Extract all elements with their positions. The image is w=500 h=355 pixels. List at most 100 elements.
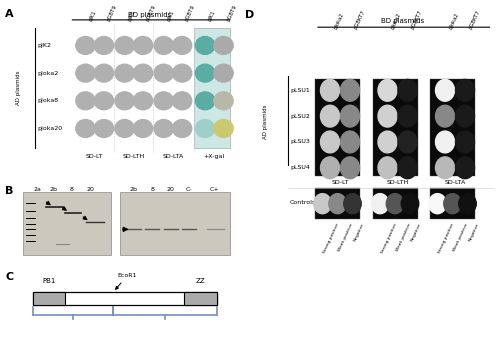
Circle shape [94, 64, 114, 82]
Text: SD-LTH: SD-LTH [122, 154, 145, 159]
Text: Weak positive: Weak positive [395, 222, 411, 252]
Text: pLSU2: pLSU2 [290, 114, 310, 119]
Circle shape [320, 157, 340, 179]
Text: pGBT9: pGBT9 [146, 4, 158, 22]
Circle shape [444, 193, 461, 214]
Text: pLSU4: pLSU4 [290, 165, 310, 170]
FancyBboxPatch shape [315, 188, 360, 219]
Circle shape [378, 131, 397, 153]
Circle shape [371, 193, 389, 214]
Text: Negative: Negative [352, 222, 364, 242]
Circle shape [340, 157, 359, 179]
Circle shape [154, 64, 174, 82]
Text: Strong positive: Strong positive [380, 222, 398, 254]
Circle shape [378, 157, 397, 179]
Circle shape [76, 92, 95, 110]
Circle shape [172, 92, 192, 110]
Text: pJoka2: pJoka2 [332, 12, 344, 30]
Circle shape [196, 37, 215, 54]
Text: pJK1: pJK1 [88, 9, 97, 22]
Circle shape [456, 157, 474, 179]
Text: 20: 20 [166, 187, 174, 192]
Circle shape [196, 64, 215, 82]
Text: pJoka2: pJoka2 [37, 71, 58, 76]
Circle shape [134, 92, 152, 110]
Text: pGBT9: pGBT9 [226, 4, 238, 22]
Circle shape [115, 37, 134, 54]
Text: pJK2: pJK2 [37, 43, 51, 48]
FancyBboxPatch shape [32, 292, 65, 305]
Text: pLSU3: pLSU3 [290, 140, 310, 144]
Circle shape [76, 37, 95, 54]
Circle shape [115, 64, 134, 82]
Text: 8: 8 [70, 187, 73, 192]
Circle shape [320, 105, 340, 127]
Text: 2b: 2b [50, 187, 58, 192]
Circle shape [94, 92, 114, 110]
Circle shape [196, 92, 215, 110]
Circle shape [436, 131, 454, 153]
Text: Weak positive: Weak positive [452, 222, 469, 252]
Circle shape [314, 193, 331, 214]
Text: A: A [5, 9, 14, 19]
Circle shape [154, 120, 174, 137]
Text: D: D [245, 10, 254, 20]
Circle shape [172, 64, 192, 82]
Circle shape [429, 193, 446, 214]
Text: ZZ: ZZ [196, 278, 205, 284]
Circle shape [214, 120, 233, 137]
Circle shape [134, 64, 152, 82]
Text: pJK1: pJK1 [208, 9, 217, 22]
Text: B: B [5, 186, 14, 196]
Circle shape [154, 37, 174, 54]
Text: PB1: PB1 [42, 278, 56, 284]
Text: C: C [5, 272, 13, 282]
Text: C-: C- [186, 187, 192, 192]
Circle shape [172, 37, 192, 54]
Circle shape [115, 120, 134, 137]
Text: pGBKT7: pGBKT7 [468, 9, 480, 30]
FancyBboxPatch shape [120, 192, 230, 255]
Text: pJoka8: pJoka8 [37, 98, 58, 103]
Text: Weak positive: Weak positive [338, 222, 354, 252]
Text: C+: C+ [210, 187, 219, 192]
Text: 2b: 2b [130, 187, 138, 192]
Circle shape [94, 37, 114, 54]
Circle shape [340, 105, 359, 127]
Circle shape [456, 131, 474, 153]
Circle shape [76, 120, 95, 137]
FancyBboxPatch shape [372, 79, 418, 176]
Circle shape [320, 131, 340, 153]
FancyBboxPatch shape [430, 79, 475, 176]
FancyBboxPatch shape [430, 188, 475, 219]
Circle shape [436, 105, 454, 127]
Text: pLSU1: pLSU1 [290, 88, 310, 93]
Circle shape [340, 131, 359, 153]
FancyBboxPatch shape [32, 292, 216, 305]
FancyBboxPatch shape [315, 79, 360, 176]
Text: EcoR1: EcoR1 [116, 273, 137, 289]
FancyBboxPatch shape [24, 192, 111, 255]
FancyBboxPatch shape [194, 28, 230, 148]
Circle shape [398, 157, 417, 179]
Circle shape [214, 64, 233, 82]
Text: BD plasmids: BD plasmids [128, 12, 172, 18]
Text: AD plasmids: AD plasmids [262, 105, 268, 139]
Text: Strong positive: Strong positive [438, 222, 455, 254]
Text: 2a: 2a [34, 187, 41, 192]
Circle shape [398, 105, 417, 127]
Circle shape [398, 80, 417, 101]
Circle shape [344, 193, 361, 214]
Text: Negative: Negative [410, 222, 422, 242]
Text: SD-LTH: SD-LTH [386, 180, 408, 185]
Text: SD-LTA: SD-LTA [162, 154, 184, 159]
Circle shape [436, 157, 454, 179]
Text: pGBT9: pGBT9 [106, 4, 118, 22]
Text: pJoka2: pJoka2 [390, 12, 402, 30]
Text: +X-gal: +X-gal [204, 154, 225, 159]
Text: AD plasmids: AD plasmids [16, 71, 21, 105]
Circle shape [134, 37, 152, 54]
Text: pJoka2: pJoka2 [448, 12, 460, 30]
Circle shape [76, 64, 95, 82]
Text: pJoka20: pJoka20 [37, 126, 62, 131]
